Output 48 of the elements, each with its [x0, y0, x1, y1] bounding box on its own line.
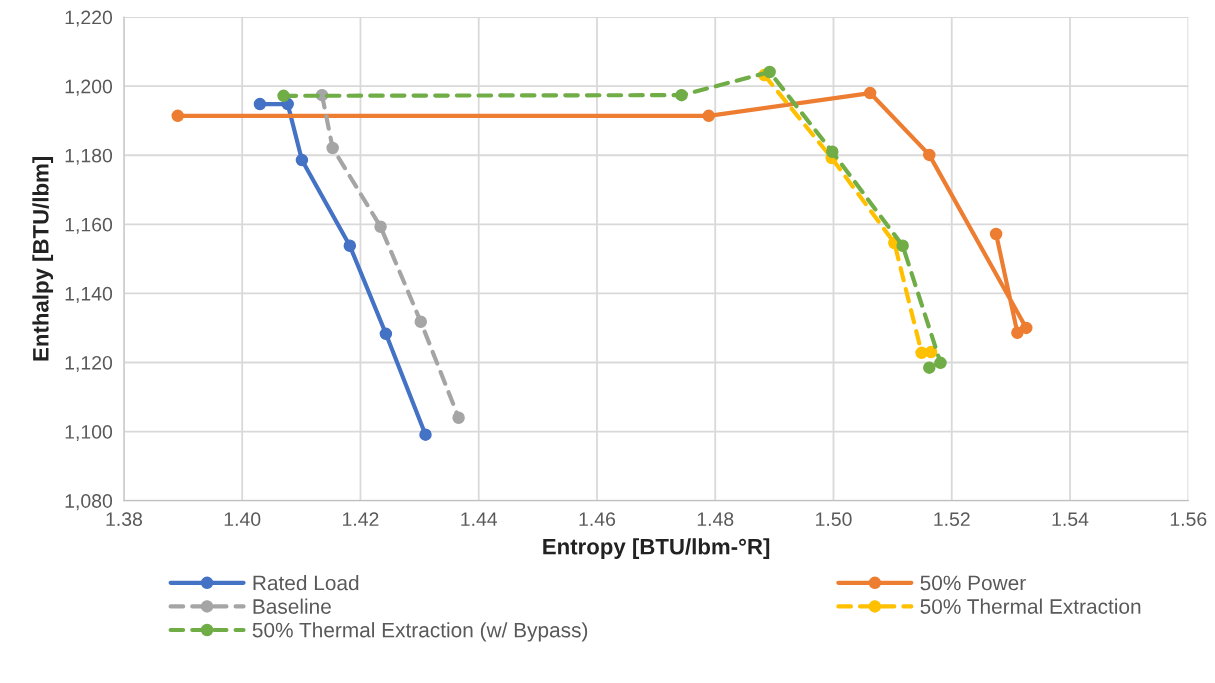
x-tick-label: 1.48 — [697, 512, 734, 527]
point — [1011, 326, 1024, 340]
y-tick-label: 1,180 — [65, 148, 113, 165]
y-tick-label: 1,100 — [65, 425, 113, 442]
point — [419, 428, 432, 441]
point — [702, 109, 715, 123]
point — [171, 109, 184, 123]
x-tick-label: 1.52 — [934, 512, 970, 527]
legend-label: Baseline — [253, 598, 331, 614]
point — [452, 411, 465, 424]
y-tick-label: 1,200 — [65, 79, 113, 96]
point — [924, 345, 938, 359]
legend-label: Rated Load — [253, 575, 359, 591]
y-tick-label: 1,220 — [65, 10, 113, 27]
y-tick-label: 1,140 — [65, 286, 113, 303]
point — [414, 315, 428, 328]
x-tick-label: 1.46 — [579, 512, 616, 527]
x-tick-label: 1.50 — [816, 512, 852, 527]
y-tick-label: 1,080 — [65, 494, 113, 511]
y-tick-label: 1,120 — [65, 355, 113, 373]
legend-label: 50% Thermal Extraction (w/ Bypass) — [252, 622, 588, 642]
y-tick-label: 1,160 — [65, 217, 113, 234]
point — [277, 89, 290, 103]
legend-label: 50% Power — [920, 575, 1026, 591]
point — [379, 327, 393, 341]
x-tick-label: 1.38 — [106, 512, 143, 527]
y-axis-title: Enthalpy [BTU/lbm] — [32, 157, 54, 361]
point — [826, 145, 839, 159]
point — [343, 239, 357, 252]
point — [763, 65, 776, 79]
x-tick-label: 1.44 — [461, 512, 498, 526]
point — [253, 97, 267, 111]
point — [863, 86, 877, 100]
legend-label: 50% Thermal Extraction — [920, 598, 1141, 614]
x-tick-label: 1.42 — [343, 512, 379, 526]
point — [896, 239, 909, 252]
x-tick-label: 1.54 — [1052, 512, 1089, 527]
x-axis-title: Entropy [BTU/lbm-°R] — [543, 538, 770, 559]
point — [989, 227, 1003, 241]
point — [326, 141, 339, 155]
x-tick-label: 1.40 — [224, 512, 261, 527]
point — [295, 153, 309, 167]
point — [675, 88, 688, 102]
point — [374, 220, 387, 233]
point — [923, 148, 936, 162]
x-tick-label: 1.56 — [1170, 512, 1207, 527]
point — [934, 356, 947, 370]
point — [923, 361, 936, 374]
